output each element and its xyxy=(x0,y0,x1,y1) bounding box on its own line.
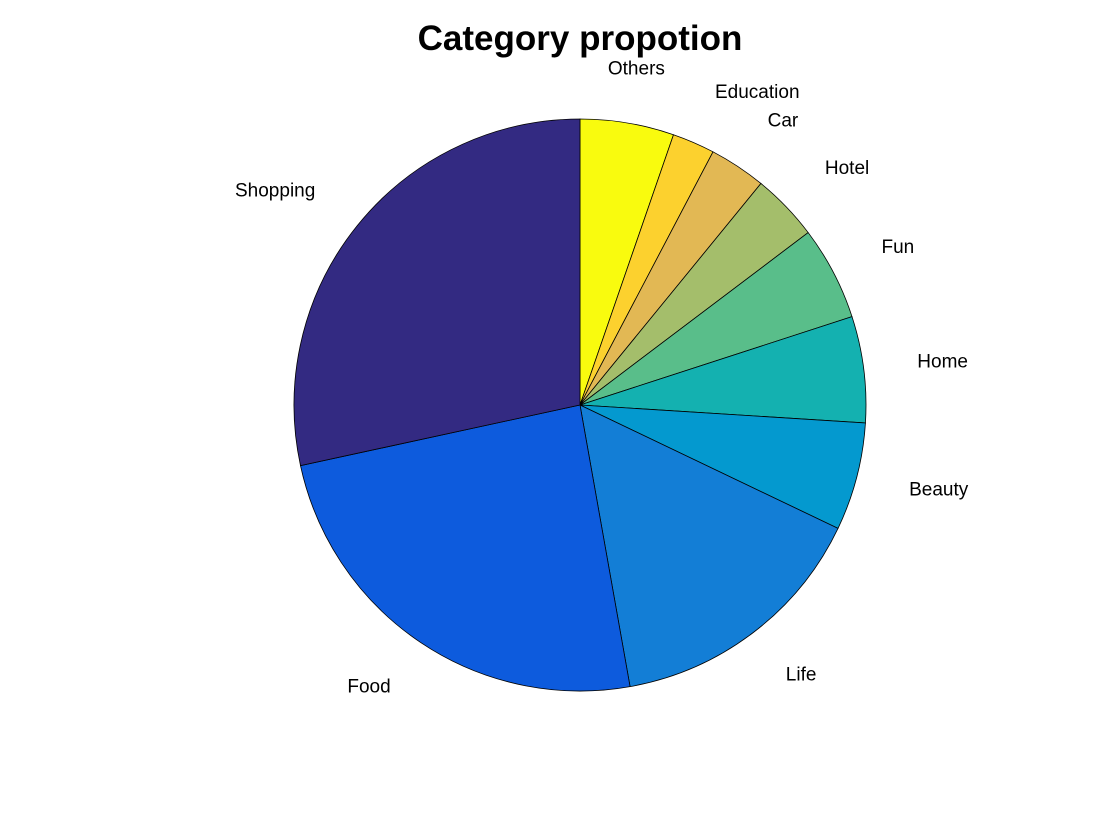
pie-label-hotel: Hotel xyxy=(825,158,869,179)
pie-label-food: Food xyxy=(347,676,390,697)
pie-slice-shopping xyxy=(293,118,581,467)
pie-label-car: Car xyxy=(768,110,799,131)
pie-label-home: Home xyxy=(917,351,968,372)
pie-label-fun: Fun xyxy=(882,237,915,258)
chart-title: Category propotion xyxy=(418,19,743,58)
pie-label-others: Others xyxy=(608,59,665,80)
pie-label-shopping: Shopping xyxy=(235,181,315,202)
pie-label-beauty: Beauty xyxy=(909,480,969,501)
pie-label-education: Education xyxy=(715,82,800,103)
pie-label-life: Life xyxy=(786,665,817,686)
pie-slice-food xyxy=(300,404,631,692)
pie-labels: Others Education Car Hotel Fun Home Beauty Life… xyxy=(235,59,969,698)
pie-slice-life xyxy=(579,404,839,688)
pie-slices xyxy=(293,118,867,692)
